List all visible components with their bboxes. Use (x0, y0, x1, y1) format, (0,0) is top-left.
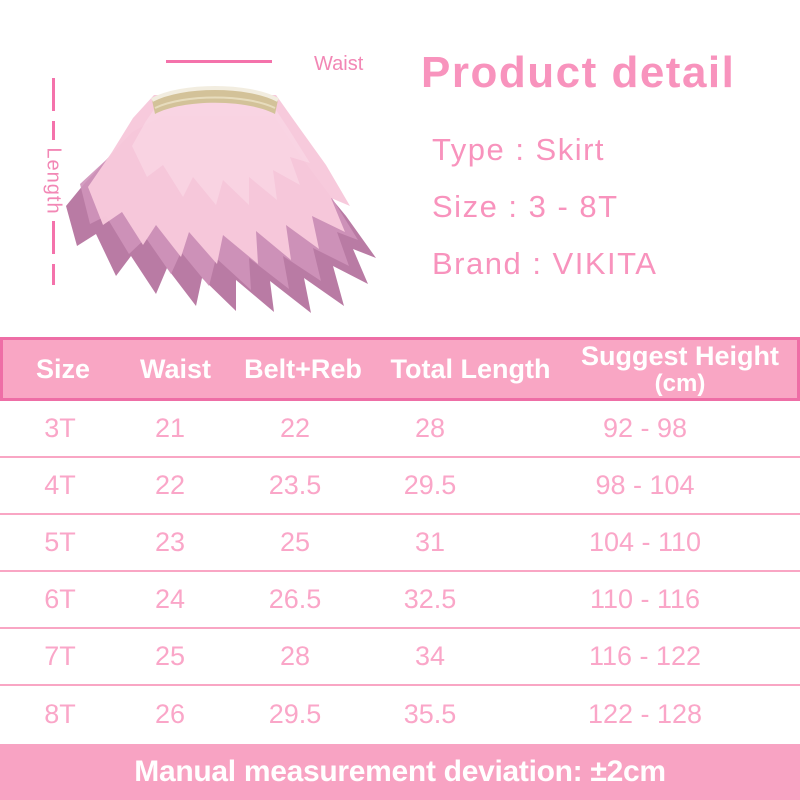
skirt-photo (66, 86, 376, 313)
cell-waist: 22 (154, 470, 186, 500)
length-label: Length (42, 147, 65, 215)
tulle-layer-light (132, 98, 310, 205)
cell-suggest-height: 98 - 104 (595, 470, 695, 500)
cell-waist: 25 (154, 641, 186, 671)
table-row: 3T 21 22 28 92 - 98 (0, 401, 800, 458)
cell-total-length: 34 (414, 641, 446, 671)
cell-size: 7T (44, 641, 76, 671)
header-cell-belt-reb: Belt+Reb (244, 353, 362, 384)
cell-size: 6T (44, 584, 76, 614)
waistband-sheen (154, 96, 276, 109)
cell-size: 4T (44, 470, 76, 500)
waistband-highlight (151, 86, 279, 102)
cell-belt-reb: 26.5 (268, 584, 322, 614)
header-cell-size: Size (35, 353, 91, 384)
cell-suggest-height: 110 - 116 (589, 584, 701, 614)
cell-suggest-height: 116 - 122 (588, 641, 702, 671)
table-row: 8T 26 29.5 35.5 122 - 128 (0, 686, 800, 743)
product-specs: Type : Skirt Size : 3 - 8T Brand : VIKIT… (432, 121, 657, 292)
cell-total-length: 32.5 (403, 584, 457, 614)
cell-total-length: 31 (414, 527, 446, 557)
table-row: 7T 25 28 34 116 - 122 (0, 629, 800, 686)
cell-suggest-height: 92 - 98 (602, 413, 688, 443)
cell-size: 8T (44, 699, 76, 729)
cell-belt-reb: 29.5 (268, 699, 322, 729)
table-row: 4T 22 23.5 29.5 98 - 104 (0, 458, 800, 515)
page-title: Product detail (421, 48, 736, 97)
waist-measure-line (166, 60, 272, 63)
cell-size: 5T (44, 527, 76, 557)
measurement-deviation-note: Manual measurement deviation: ±2cm (0, 744, 800, 800)
cell-total-length: 28 (414, 413, 446, 443)
cell-size: 3T (44, 413, 76, 443)
size-chart-table: Size Waist Belt+Reb Total Length Suggest… (0, 337, 800, 743)
table-header-row: Size Waist Belt+Reb Total Length Suggest… (0, 337, 800, 401)
cell-total-length: 35.5 (403, 699, 457, 729)
cell-belt-reb: 25 (279, 527, 311, 557)
cell-belt-reb: 28 (279, 641, 311, 671)
cell-belt-reb: 22 (279, 413, 311, 443)
cell-suggest-height: 122 - 128 (587, 699, 703, 729)
cell-belt-reb: 23.5 (268, 470, 322, 500)
header-cell-waist: Waist (139, 353, 211, 384)
waist-label: Waist (314, 53, 364, 75)
length-measure-line-bottom (52, 221, 55, 285)
spec-type: Type : Skirt (432, 132, 606, 167)
header-cell-suggest-height-unit: (cm) (654, 369, 706, 397)
cell-waist: 24 (154, 584, 186, 614)
spec-brand: Brand : VIKITA (432, 246, 658, 281)
table-row: 6T 24 26.5 32.5 110 - 116 (0, 572, 800, 629)
cell-waist: 21 (154, 413, 186, 443)
cell-waist: 26 (154, 699, 186, 729)
cell-waist: 23 (154, 527, 186, 557)
waistband (152, 88, 278, 114)
header-cell-total-length: Total Length (390, 353, 551, 384)
cell-total-length: 29.5 (403, 470, 457, 500)
cell-suggest-height: 104 - 110 (588, 527, 702, 557)
length-measure-line-top (52, 78, 55, 140)
table-row: 5T 23 25 31 104 - 110 (0, 515, 800, 572)
spec-size: Size : 3 - 8T (432, 189, 619, 224)
header-cell-suggest-height: Suggest Height (cm) (580, 341, 779, 397)
